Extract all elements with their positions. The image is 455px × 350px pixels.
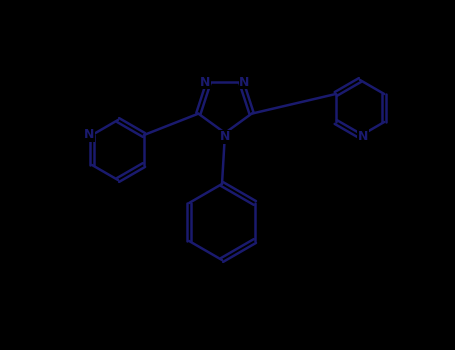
- Text: N: N: [84, 128, 94, 141]
- Text: N: N: [220, 131, 230, 144]
- Text: N: N: [239, 76, 250, 89]
- Text: N: N: [200, 76, 211, 89]
- Text: N: N: [358, 130, 368, 142]
